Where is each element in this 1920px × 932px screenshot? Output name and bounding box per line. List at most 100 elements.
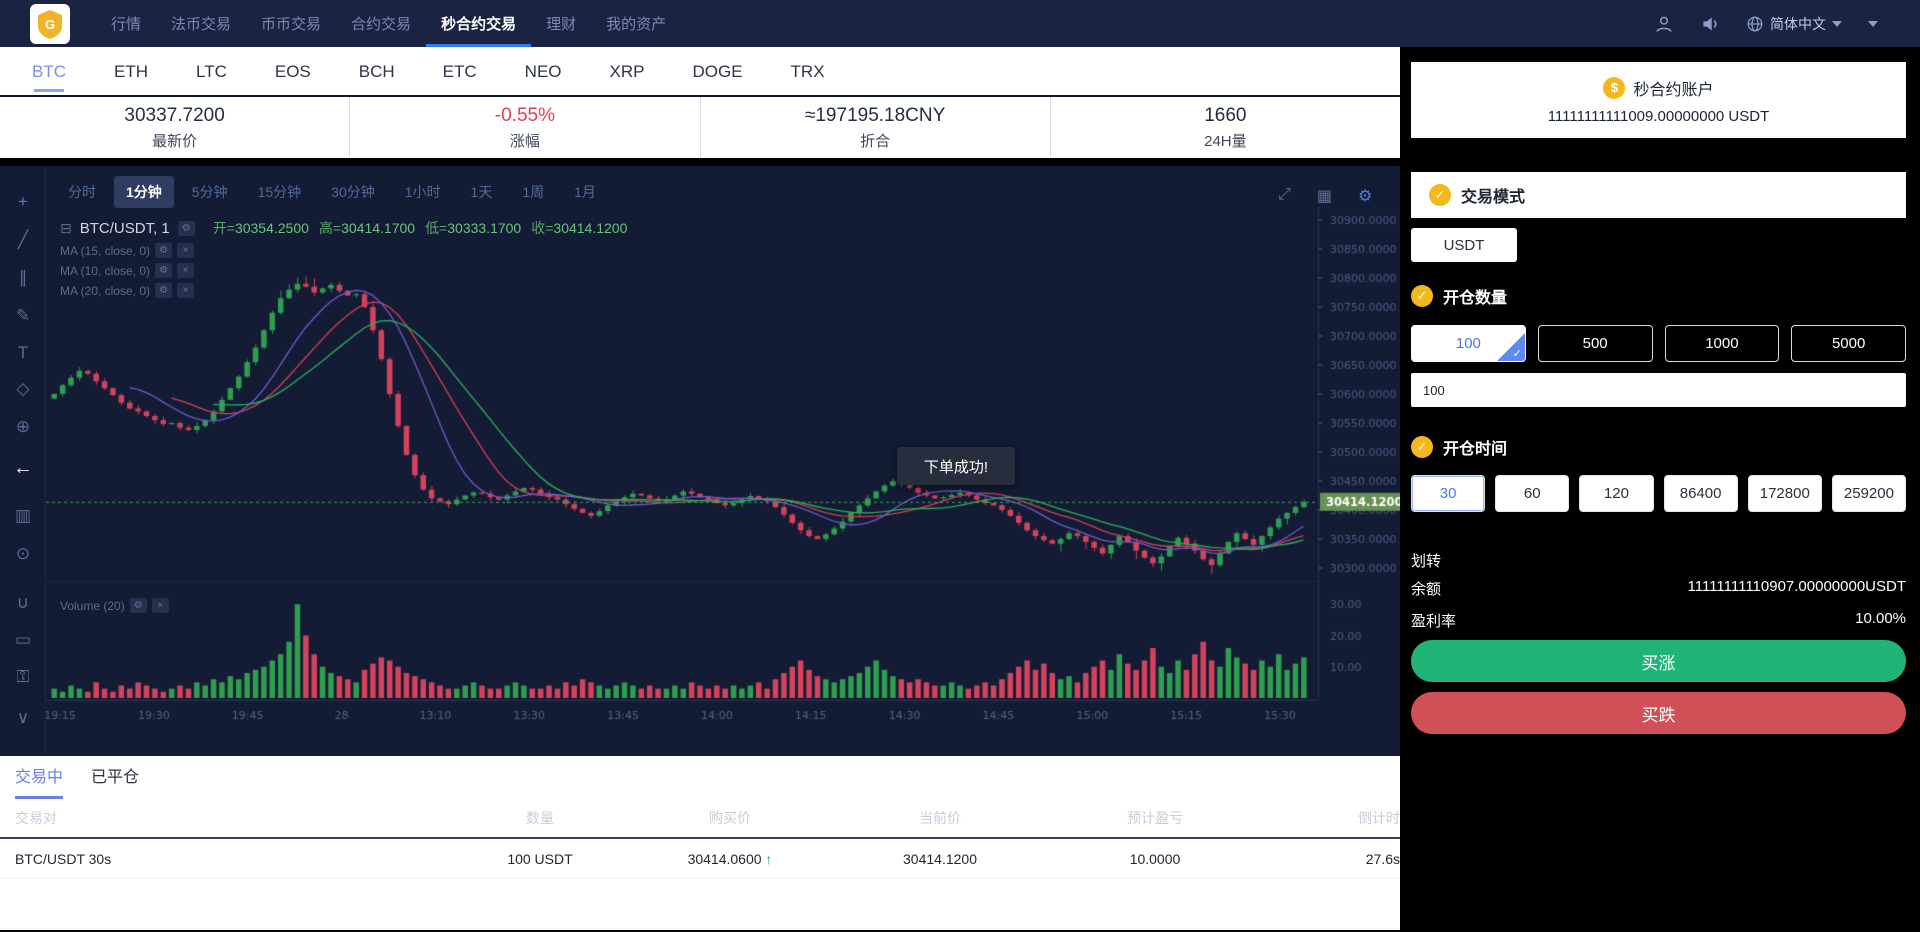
- legend-collapse-icon[interactable]: ⊟: [60, 219, 72, 236]
- transfer-row: 划转: [1411, 550, 1906, 571]
- market-tab-bch[interactable]: BCH: [358, 62, 395, 81]
- ma-label-0: MA (15, close, 0): [60, 243, 151, 258]
- trend-line-icon[interactable]: ╱: [17, 230, 29, 249]
- ma-legend-rows: MA (15, close, 0) ⚙ × MA (10, close, 0) ⚙ × MA…: [60, 243, 627, 298]
- market-tab-ltc[interactable]: LTC: [196, 62, 227, 81]
- sound-icon[interactable]: [1700, 14, 1720, 34]
- account-coin-icon: $: [1603, 76, 1626, 99]
- time-option-60[interactable]: 60: [1495, 475, 1570, 512]
- brand-logo[interactable]: G: [30, 3, 70, 44]
- lock-icon[interactable]: ⚿: [16, 667, 30, 686]
- timeframe-0[interactable]: 分时: [68, 184, 96, 200]
- symbol-title: BTC/USDT, 1: [79, 219, 170, 237]
- time-option-86400[interactable]: 86400: [1663, 475, 1738, 512]
- time-option-30[interactable]: 30: [1411, 475, 1486, 512]
- ticker-strip: 30337.7200 最新价 -0.55% 涨幅 ≈197195.18CNY 折合 1660…: [0, 97, 1400, 158]
- timeframe-8[interactable]: 1月: [574, 184, 596, 200]
- buy-down-button[interactable]: 买跌: [1411, 692, 1906, 734]
- settings-icon[interactable]: ⚙: [1357, 188, 1373, 205]
- amount-options-row: 100 ✓ 500 1000 5000: [1411, 325, 1906, 362]
- legend-settings-icon[interactable]: ⚙: [177, 220, 195, 236]
- channel-icon[interactable]: ∥: [18, 268, 28, 287]
- ticker-cell-0: 30337.7200 最新价: [0, 97, 351, 158]
- amount-option-100[interactable]: 100 ✓: [1411, 325, 1526, 362]
- timeframe-6[interactable]: 1天: [470, 184, 493, 200]
- fullscreen-icon[interactable]: ⤢: [1278, 186, 1291, 203]
- price-up-icon: ↑: [765, 850, 773, 867]
- ma-close-icon[interactable]: ×: [177, 263, 195, 278]
- language-switcher[interactable]: 简体中文: [1746, 14, 1842, 34]
- time-option-259200[interactable]: 259200: [1831, 475, 1907, 512]
- ohlc-3: 收=30414.1200: [531, 220, 628, 236]
- market-tab-etc[interactable]: ETC: [442, 62, 477, 81]
- tab-closed[interactable]: 已平仓: [91, 769, 140, 786]
- market-tab-xrp[interactable]: XRP: [609, 62, 645, 81]
- market-tab-btc[interactable]: BTC: [30, 52, 68, 92]
- positions-tabs: 交易中 已平仓: [0, 763, 1400, 799]
- indicator-icon[interactable]: ▦: [1316, 188, 1332, 205]
- currency-selector[interactable]: USDT: [1411, 228, 1517, 262]
- text-tool-icon[interactable]: T: [17, 343, 29, 362]
- brush-icon[interactable]: ✎: [15, 306, 31, 325]
- crosshair-icon[interactable]: +: [18, 192, 28, 211]
- tab-trading[interactable]: 交易中: [15, 763, 64, 799]
- amount-option-5000[interactable]: 5000: [1791, 325, 1906, 362]
- volume-settings-icon[interactable]: ⚙: [129, 598, 147, 613]
- market-tab-doge[interactable]: DOGE: [692, 62, 743, 81]
- ma-settings-icon[interactable]: ⚙: [155, 283, 173, 298]
- histogram-icon[interactable]: ▥: [14, 506, 32, 525]
- svg-text:G: G: [45, 17, 55, 32]
- timeframe-5[interactable]: 1小时: [404, 184, 441, 200]
- time-option-120[interactable]: 120: [1579, 475, 1654, 512]
- market-tab-eth[interactable]: ETH: [114, 62, 148, 81]
- more-dropdown-icon[interactable]: [1868, 20, 1878, 27]
- back-arrow-icon[interactable]: ←: [13, 457, 33, 479]
- ma-settings-icon[interactable]: ⚙: [155, 263, 173, 278]
- market-tab-trx[interactable]: TRX: [790, 62, 825, 81]
- timeframe-7[interactable]: 1周: [522, 184, 545, 200]
- magnet-icon[interactable]: ∪: [16, 593, 30, 612]
- timeframe-3[interactable]: 15分钟: [257, 184, 302, 200]
- nav-item-0[interactable]: 行情: [111, 16, 142, 33]
- chevron-down-icon: [1832, 20, 1842, 27]
- positions-section: 交易中 已平仓 交易对 数量 购买价 当前价 预计盈亏 倒计时 BTC/USDT 30s 1…: [0, 756, 1400, 930]
- ma-close-icon[interactable]: ×: [177, 243, 195, 258]
- account-title-row: $ 秒合约账户: [1603, 76, 1714, 100]
- ma-settings-icon[interactable]: ⚙: [155, 243, 173, 258]
- timeframe-4[interactable]: 30分钟: [331, 184, 375, 200]
- order-success-toast: 下单成功!: [897, 447, 1015, 485]
- amount-option-500[interactable]: 500: [1537, 325, 1653, 362]
- ma-close-icon[interactable]: ×: [177, 283, 195, 298]
- amount-option-1000[interactable]: 1000: [1664, 325, 1780, 362]
- user-icon[interactable]: [1654, 14, 1674, 34]
- market-tab-eos[interactable]: EOS: [274, 62, 311, 81]
- nav-item-3[interactable]: 合约交易: [351, 16, 412, 33]
- market-tab-bar: BTC ETH LTC EOS BCH ETC NEO XRP DOGE TRX: [0, 47, 1400, 97]
- col-header-5: 倒计时: [1358, 810, 1400, 826]
- market-tab-neo[interactable]: NEO: [524, 62, 562, 81]
- volume-close-icon[interactable]: ×: [151, 598, 169, 613]
- zoom-in-icon[interactable]: ⊙: [15, 544, 31, 563]
- buy-up-button[interactable]: 买涨: [1411, 640, 1906, 682]
- amount-input[interactable]: [1411, 373, 1906, 407]
- nav-item-2[interactable]: 币币交易: [261, 16, 322, 33]
- timeframe-2[interactable]: 5分钟: [191, 184, 228, 200]
- nav-item-6[interactable]: 我的资产: [606, 16, 667, 33]
- transfer-link[interactable]: 划转: [1411, 553, 1442, 570]
- balance-row: 余额 11111111110907.00000000USDT: [1411, 578, 1906, 599]
- ticker-value-1: -0.55%: [494, 104, 555, 126]
- trade-panel: $ 秒合约账户 11111111111009.00000000 USDT ✓ 交…: [1400, 47, 1920, 932]
- collapse-icon[interactable]: ∨: [16, 708, 30, 727]
- nav-item-5[interactable]: 理财: [546, 16, 577, 33]
- nav-item-1[interactable]: 法币交易: [171, 16, 232, 33]
- table-divider: [0, 837, 1400, 839]
- nav-item-4[interactable]: 秒合约交易: [426, 0, 532, 47]
- measure-icon[interactable]: ▭: [14, 630, 32, 649]
- candlestick-canvas[interactable]: [0, 166, 1400, 756]
- forecast-icon[interactable]: ⊕: [15, 417, 31, 436]
- timeframe-1[interactable]: 1分钟: [114, 176, 174, 208]
- ma-row-1: MA (10, close, 0) ⚙ ×: [60, 263, 627, 278]
- pattern-icon[interactable]: ◇: [16, 379, 30, 398]
- ohlc-0: 开=30354.2500: [212, 220, 309, 236]
- time-option-172800[interactable]: 172800: [1747, 475, 1822, 512]
